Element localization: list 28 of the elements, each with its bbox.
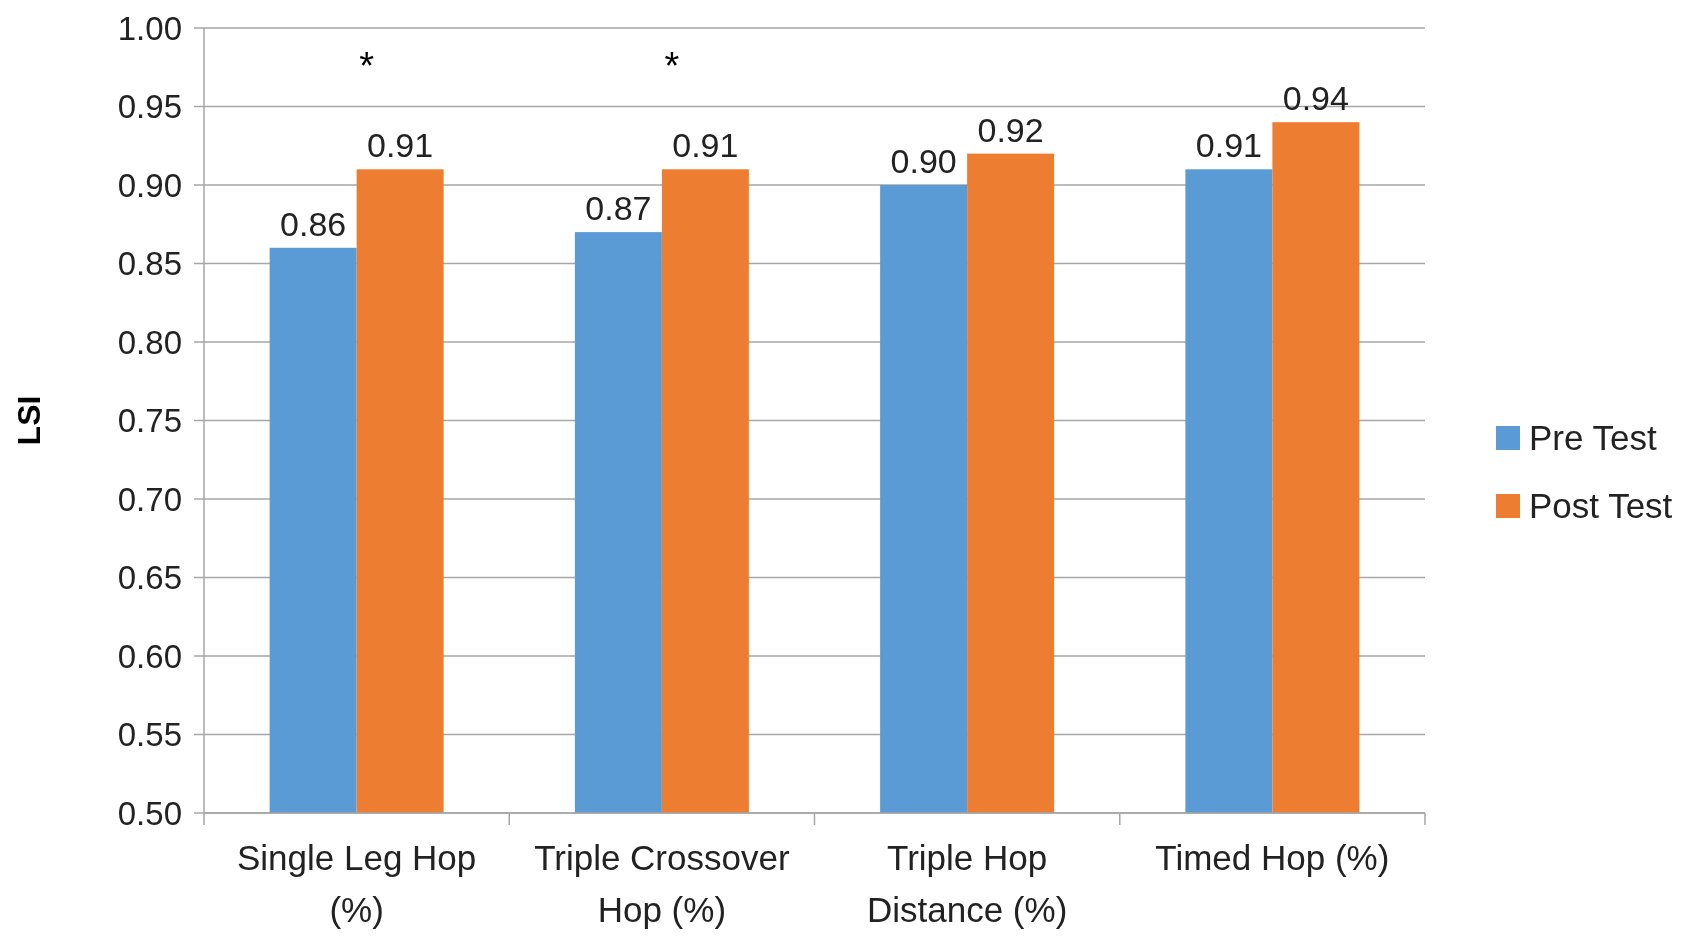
annotation: * [359, 44, 375, 87]
data-label: 0.90 [890, 142, 957, 180]
annotation: * [664, 44, 680, 87]
y-tick-label: 0.75 [117, 402, 182, 440]
data-label: 0.86 [280, 204, 347, 243]
y-tick-label: 0.90 [117, 166, 182, 204]
x-tick-label: Triple Crossover Hop (%) [534, 838, 790, 929]
y-tick-label: 0.60 [117, 637, 182, 675]
y-tick-label: 0.65 [117, 559, 182, 597]
x-tick-label: Triple Hop Distance (%) [866, 838, 1068, 929]
data-label: 0.91 [672, 126, 739, 165]
y-tick-label: 0.95 [117, 88, 182, 126]
x-tick-label: Single Leg Hop (%) [236, 838, 477, 929]
y-axis-title: LSI [11, 395, 47, 446]
data-label: 0.91 [1195, 126, 1262, 165]
y-tick-label: 0.80 [117, 323, 182, 361]
legend-label: Post Test [1529, 486, 1673, 526]
y-tick-label: 0.70 [117, 480, 182, 518]
y-tick-label: 0.85 [117, 245, 182, 283]
y-tick-label: 1.00 [117, 9, 182, 47]
y-tick-label: 0.50 [117, 794, 182, 832]
x-tick-label: Timed Hop (%) [1155, 838, 1390, 877]
data-label: 0.92 [977, 110, 1044, 149]
y-tick-label: 0.55 [117, 716, 182, 754]
data-label: 0.91 [367, 126, 434, 165]
data-label: 0.94 [1282, 79, 1349, 118]
data-label: 0.87 [585, 189, 652, 228]
legend-label: Pre Test [1529, 418, 1658, 458]
